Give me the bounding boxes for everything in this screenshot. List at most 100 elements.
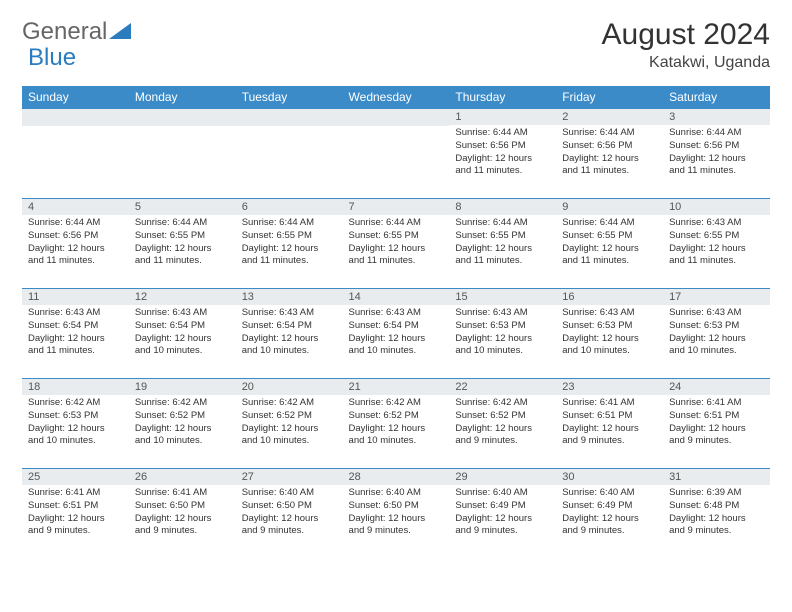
calendar-day-cell: 19Sunrise: 6:42 AMSunset: 6:52 PMDayligh… [129,379,236,469]
day-number: 6 [236,199,343,215]
day-content: Sunrise: 6:39 AMSunset: 6:48 PMDaylight:… [663,485,770,538]
calendar-day-cell: 22Sunrise: 6:42 AMSunset: 6:52 PMDayligh… [449,379,556,469]
day-content: Sunrise: 6:43 AMSunset: 6:55 PMDaylight:… [663,215,770,268]
day-content: Sunrise: 6:44 AMSunset: 6:56 PMDaylight:… [22,215,129,268]
calendar-day-cell: 17Sunrise: 6:43 AMSunset: 6:53 PMDayligh… [663,289,770,379]
calendar-day-cell: 2Sunrise: 6:44 AMSunset: 6:56 PMDaylight… [556,109,663,199]
brand-logo: General [22,18,133,46]
calendar-table: SundayMondayTuesdayWednesdayThursdayFrid… [22,86,770,559]
calendar-week-row: 25Sunrise: 6:41 AMSunset: 6:51 PMDayligh… [22,469,770,559]
day-content: Sunrise: 6:40 AMSunset: 6:50 PMDaylight:… [236,485,343,538]
day-header: Friday [556,86,663,109]
day-header: Sunday [22,86,129,109]
day-content: Sunrise: 6:41 AMSunset: 6:51 PMDaylight:… [663,395,770,448]
day-content: Sunrise: 6:43 AMSunset: 6:53 PMDaylight:… [663,305,770,358]
day-content: Sunrise: 6:40 AMSunset: 6:49 PMDaylight:… [556,485,663,538]
calendar-day-cell: 12Sunrise: 6:43 AMSunset: 6:54 PMDayligh… [129,289,236,379]
day-number: 18 [22,379,129,395]
calendar-day-cell: 14Sunrise: 6:43 AMSunset: 6:54 PMDayligh… [343,289,450,379]
calendar-day-cell: 31Sunrise: 6:39 AMSunset: 6:48 PMDayligh… [663,469,770,559]
page-header: General August 2024 Katakwi, Uganda [22,18,770,72]
day-content: Sunrise: 6:40 AMSunset: 6:50 PMDaylight:… [343,485,450,538]
day-content: Sunrise: 6:43 AMSunset: 6:53 PMDaylight:… [449,305,556,358]
day-header: Wednesday [343,86,450,109]
day-number: 16 [556,289,663,305]
calendar-day-cell: 1Sunrise: 6:44 AMSunset: 6:56 PMDaylight… [449,109,556,199]
day-number: 23 [556,379,663,395]
day-number: 30 [556,469,663,485]
day-number: 12 [129,289,236,305]
day-content: Sunrise: 6:43 AMSunset: 6:54 PMDaylight:… [22,305,129,358]
brand-part2: Blue [28,44,76,72]
calendar-day-cell: 29Sunrise: 6:40 AMSunset: 6:49 PMDayligh… [449,469,556,559]
day-header: Tuesday [236,86,343,109]
day-content: Sunrise: 6:44 AMSunset: 6:56 PMDaylight:… [663,125,770,178]
day-number [129,109,236,126]
day-content: Sunrise: 6:44 AMSunset: 6:55 PMDaylight:… [129,215,236,268]
calendar-week-row: 11Sunrise: 6:43 AMSunset: 6:54 PMDayligh… [22,289,770,379]
calendar-day-cell [343,109,450,199]
day-content: Sunrise: 6:44 AMSunset: 6:56 PMDaylight:… [556,125,663,178]
day-number: 14 [343,289,450,305]
calendar-day-cell: 5Sunrise: 6:44 AMSunset: 6:55 PMDaylight… [129,199,236,289]
day-number: 4 [22,199,129,215]
day-header: Saturday [663,86,770,109]
calendar-day-cell: 25Sunrise: 6:41 AMSunset: 6:51 PMDayligh… [22,469,129,559]
day-content: Sunrise: 6:44 AMSunset: 6:56 PMDaylight:… [449,125,556,178]
day-content: Sunrise: 6:41 AMSunset: 6:51 PMDaylight:… [556,395,663,448]
day-number: 5 [129,199,236,215]
calendar-day-cell: 18Sunrise: 6:42 AMSunset: 6:53 PMDayligh… [22,379,129,469]
calendar-day-cell: 6Sunrise: 6:44 AMSunset: 6:55 PMDaylight… [236,199,343,289]
day-number [22,109,129,126]
day-content: Sunrise: 6:41 AMSunset: 6:50 PMDaylight:… [129,485,236,538]
day-content: Sunrise: 6:42 AMSunset: 6:52 PMDaylight:… [343,395,450,448]
calendar-week-row: 1Sunrise: 6:44 AMSunset: 6:56 PMDaylight… [22,109,770,199]
month-title: August 2024 [602,18,770,52]
calendar-day-cell: 4Sunrise: 6:44 AMSunset: 6:56 PMDaylight… [22,199,129,289]
day-number: 20 [236,379,343,395]
calendar-day-cell: 11Sunrise: 6:43 AMSunset: 6:54 PMDayligh… [22,289,129,379]
calendar-day-cell: 9Sunrise: 6:44 AMSunset: 6:55 PMDaylight… [556,199,663,289]
day-number [343,109,450,126]
calendar-day-cell: 10Sunrise: 6:43 AMSunset: 6:55 PMDayligh… [663,199,770,289]
brand-part1: General [22,18,107,46]
day-number: 31 [663,469,770,485]
calendar-day-cell: 8Sunrise: 6:44 AMSunset: 6:55 PMDaylight… [449,199,556,289]
calendar-day-cell: 20Sunrise: 6:42 AMSunset: 6:52 PMDayligh… [236,379,343,469]
day-number: 28 [343,469,450,485]
day-number: 24 [663,379,770,395]
calendar-day-cell: 16Sunrise: 6:43 AMSunset: 6:53 PMDayligh… [556,289,663,379]
day-number: 15 [449,289,556,305]
calendar-day-cell: 28Sunrise: 6:40 AMSunset: 6:50 PMDayligh… [343,469,450,559]
day-number: 21 [343,379,450,395]
calendar-day-cell: 30Sunrise: 6:40 AMSunset: 6:49 PMDayligh… [556,469,663,559]
day-number: 10 [663,199,770,215]
day-number: 25 [22,469,129,485]
calendar-day-cell: 23Sunrise: 6:41 AMSunset: 6:51 PMDayligh… [556,379,663,469]
calendar-day-cell [22,109,129,199]
day-number: 11 [22,289,129,305]
day-content: Sunrise: 6:44 AMSunset: 6:55 PMDaylight:… [236,215,343,268]
calendar-body: 1Sunrise: 6:44 AMSunset: 6:56 PMDaylight… [22,109,770,559]
day-content: Sunrise: 6:40 AMSunset: 6:49 PMDaylight:… [449,485,556,538]
day-content: Sunrise: 6:42 AMSunset: 6:52 PMDaylight:… [129,395,236,448]
day-number: 17 [663,289,770,305]
calendar-day-cell: 21Sunrise: 6:42 AMSunset: 6:52 PMDayligh… [343,379,450,469]
day-content: Sunrise: 6:42 AMSunset: 6:52 PMDaylight:… [236,395,343,448]
calendar-day-cell: 13Sunrise: 6:43 AMSunset: 6:54 PMDayligh… [236,289,343,379]
day-number: 22 [449,379,556,395]
day-header-row: SundayMondayTuesdayWednesdayThursdayFrid… [22,86,770,109]
calendar-day-cell: 15Sunrise: 6:43 AMSunset: 6:53 PMDayligh… [449,289,556,379]
day-content: Sunrise: 6:42 AMSunset: 6:53 PMDaylight:… [22,395,129,448]
day-content: Sunrise: 6:41 AMSunset: 6:51 PMDaylight:… [22,485,129,538]
day-number: 1 [449,109,556,125]
calendar-day-cell: 24Sunrise: 6:41 AMSunset: 6:51 PMDayligh… [663,379,770,469]
day-number: 29 [449,469,556,485]
day-content: Sunrise: 6:43 AMSunset: 6:53 PMDaylight:… [556,305,663,358]
brand-triangle-icon [109,18,131,46]
day-number: 7 [343,199,450,215]
day-number: 13 [236,289,343,305]
day-content: Sunrise: 6:44 AMSunset: 6:55 PMDaylight:… [449,215,556,268]
day-number: 19 [129,379,236,395]
calendar-day-cell: 27Sunrise: 6:40 AMSunset: 6:50 PMDayligh… [236,469,343,559]
